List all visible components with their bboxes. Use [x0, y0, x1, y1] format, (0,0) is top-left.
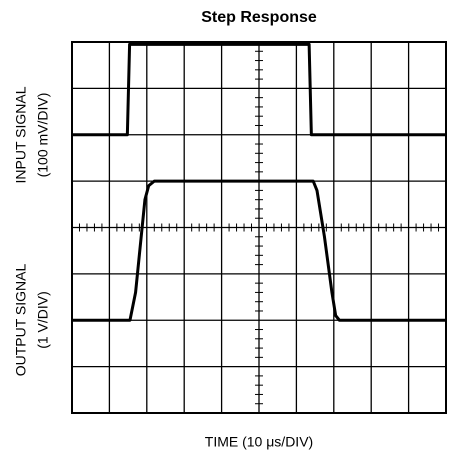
y-label-bottom: OUTPUT SIGNAL (1 V/DIV)	[13, 264, 51, 377]
y-label-line: (1 V/DIV)	[35, 291, 51, 349]
y-label-line: (100 mV/DIV)	[35, 93, 51, 178]
y-label-top: INPUT SIGNAL (100 mV/DIV)	[13, 86, 51, 183]
chart-title: Step Response	[201, 9, 317, 26]
y-label-line: INPUT SIGNAL	[13, 86, 29, 183]
x-axis-label: TIME (10 μs/DIV)	[205, 434, 313, 450]
trace	[72, 42, 446, 137]
trace	[72, 179, 446, 322]
plot-border	[71, 41, 447, 414]
y-label-line: OUTPUT SIGNAL	[13, 264, 29, 377]
